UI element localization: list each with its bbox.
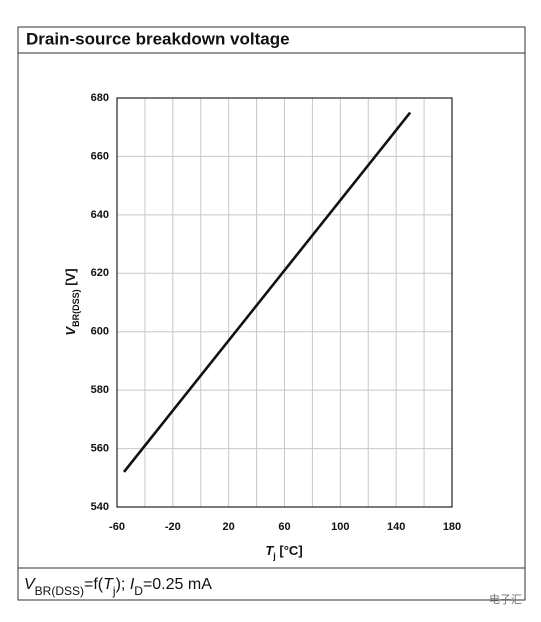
y-axis-label: VBR(DSS) [V] [63, 268, 81, 335]
label-part: ); [116, 576, 130, 593]
label-part: T [265, 543, 274, 558]
y-tick-label: 620 [91, 267, 109, 279]
y-tick-label: 640 [91, 209, 109, 221]
label-part: BR(DSS) [71, 289, 81, 327]
label-part: [V] [63, 268, 78, 289]
label-part: V [24, 576, 36, 593]
y-tick-label: 660 [91, 150, 109, 162]
y-tick-label: 680 [91, 92, 109, 104]
x-tick-label: -60 [109, 521, 125, 533]
label-part: =0.25 mA [143, 576, 212, 593]
x-tick-label: 140 [387, 521, 405, 533]
label-part: [°C] [276, 543, 303, 558]
plot-border [116, 97, 453, 508]
label-part: =f( [84, 576, 104, 593]
label-part: j [272, 551, 276, 561]
label-part: BR(DSS) [35, 584, 84, 598]
watermark: 电子汇 [489, 593, 522, 606]
x-tick-label: 100 [331, 521, 349, 533]
y-tick-label: 540 [91, 501, 109, 513]
x-axis-label: Tj [°C] [265, 543, 302, 561]
frame [17, 26, 526, 601]
x-tick-label: -20 [165, 521, 181, 533]
label-part: D [134, 584, 143, 598]
data-line [122, 111, 412, 473]
x-tick-label: 20 [223, 521, 235, 533]
footer: VBR(DSS)=f(Tj); ID=0.25 mA [24, 576, 212, 598]
x-tick-label: 180 [443, 521, 461, 533]
label-part: T [103, 576, 114, 593]
label-part: j [112, 584, 116, 598]
y-tick-label: 580 [91, 384, 109, 396]
y-tick-label: 600 [91, 326, 109, 338]
chart-title: Drain-source breakdown voltage [26, 29, 290, 48]
label-part: I [130, 576, 135, 593]
y-tick-label: 560 [91, 442, 109, 454]
x-tick-label: 60 [278, 521, 290, 533]
label-part: V [63, 326, 78, 336]
